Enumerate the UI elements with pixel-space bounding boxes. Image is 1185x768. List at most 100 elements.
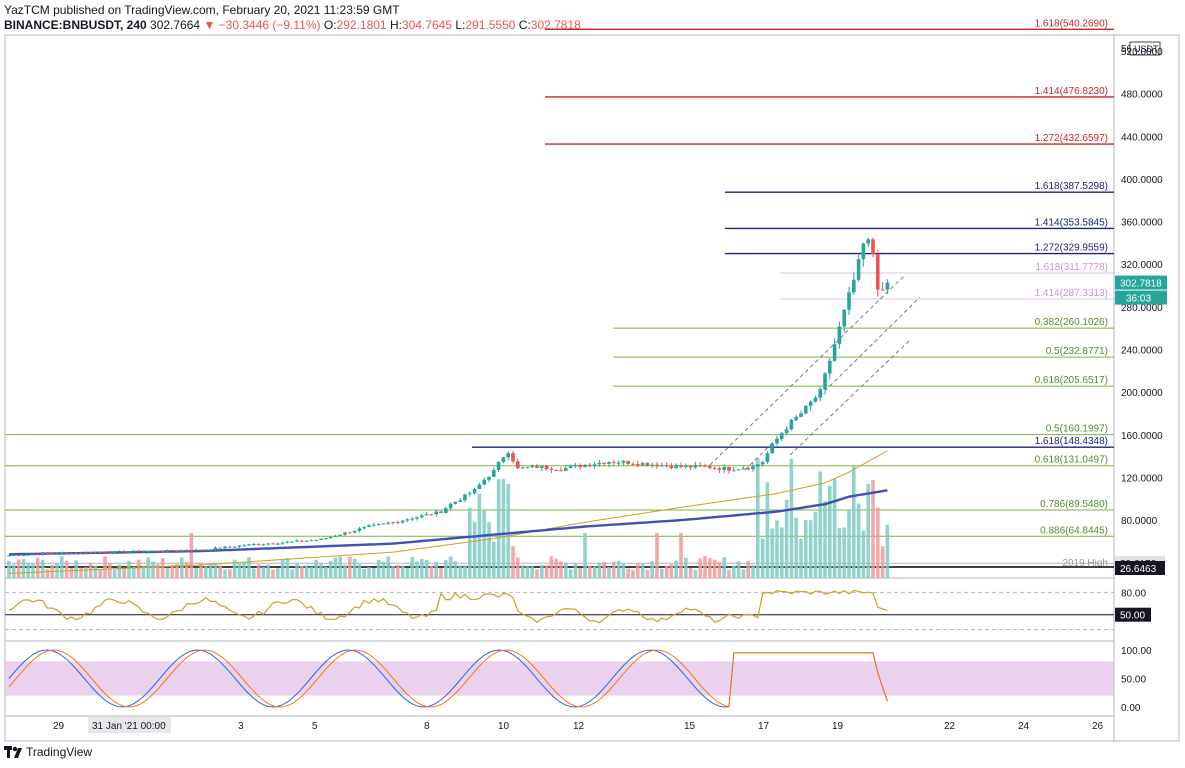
candle-body — [861, 243, 866, 260]
x-tick-label: 8 — [424, 721, 430, 732]
candle-body — [16, 555, 21, 557]
volume-bar — [112, 569, 117, 578]
candle-body — [770, 443, 774, 454]
candle-body — [871, 239, 875, 255]
candle-body — [698, 465, 702, 467]
volume-bar — [271, 569, 275, 578]
candle-body — [362, 526, 366, 529]
volume-bar — [741, 569, 746, 578]
candle-body — [621, 460, 626, 463]
volume-bar — [818, 471, 822, 578]
volume-bar — [232, 559, 237, 578]
volume-bar — [866, 483, 870, 578]
volume-bar — [852, 466, 856, 578]
volume-bar — [703, 556, 707, 578]
candle-body — [424, 514, 429, 516]
volume-bar — [832, 479, 837, 578]
volume-bar — [199, 563, 203, 578]
volume-bar — [549, 556, 554, 578]
fib-level-label: 0.618(205.6517) — [1035, 375, 1108, 386]
volume-bar — [247, 557, 251, 578]
volume-bar — [444, 560, 448, 578]
candle-body — [242, 545, 246, 547]
volume-bar — [511, 546, 515, 578]
symbol-name: BINANCE:BNBUSDT, 240 — [4, 18, 147, 32]
fib-level-label: 0.5(160.1997) — [1046, 424, 1108, 435]
volume-bar — [204, 566, 208, 578]
candle-body — [823, 373, 827, 390]
candle-body — [40, 553, 45, 555]
volume-bar — [55, 563, 59, 578]
volume-bar — [132, 566, 136, 578]
candle-body — [458, 500, 462, 502]
candle-body — [328, 536, 333, 539]
volume-bar — [7, 560, 11, 578]
volume-bar — [151, 561, 155, 578]
volume-bar — [252, 568, 256, 578]
candle-body — [180, 550, 184, 552]
x-tick-label: 19 — [832, 721, 844, 732]
volume-bar — [343, 564, 347, 578]
candle-body — [88, 552, 93, 554]
candle-body — [482, 479, 486, 485]
volume-bar — [813, 511, 818, 578]
candle-body — [876, 254, 880, 290]
candle-body — [727, 466, 731, 471]
candle-body — [760, 462, 765, 465]
fib-level-label: 1.272(329.9559) — [1035, 243, 1108, 254]
candle-body — [300, 540, 304, 542]
volume-bar — [180, 557, 184, 578]
candle-body — [247, 544, 251, 546]
x-tick-label: 15 — [684, 721, 696, 732]
fib-level-label: 1.414(287.3313) — [1035, 288, 1108, 299]
volume-bar — [679, 533, 683, 578]
candle-body — [477, 484, 482, 490]
rsi-50-value: 50.00 — [1120, 611, 1145, 622]
candle-body — [376, 523, 381, 525]
volume-bar — [482, 510, 486, 578]
volume-bar — [592, 566, 597, 578]
candle-body — [410, 518, 414, 520]
tradingview-logo-icon — [4, 746, 22, 758]
candle-body — [160, 551, 165, 553]
volume-bar — [391, 566, 395, 578]
volume-bar — [837, 527, 842, 578]
volume-bar — [64, 560, 69, 578]
candle-body — [588, 464, 592, 466]
volume-bar — [136, 559, 141, 578]
fib-level-label: 1.414(476.8230) — [1035, 86, 1108, 97]
volume-bar — [396, 565, 400, 578]
y-tick-label: 480.0000 — [1121, 90, 1163, 101]
volume-bar — [885, 524, 890, 578]
candle-body — [564, 467, 568, 471]
volume-bar — [40, 559, 45, 578]
candle-body — [45, 553, 50, 555]
fib-level-label: 1.618(311.7778) — [1035, 262, 1108, 273]
candle-body — [511, 453, 515, 462]
fib-level-label: 1.414(353.5845) — [1035, 217, 1108, 228]
volume-bar — [708, 558, 712, 578]
candle-body — [751, 466, 755, 470]
candle-body — [146, 551, 150, 553]
candle-body — [420, 515, 424, 518]
candle-body — [660, 465, 664, 467]
candle-body — [765, 453, 770, 463]
volume-bar — [568, 569, 573, 578]
candle-body — [228, 546, 232, 548]
currency-box — [1129, 41, 1161, 56]
volume-bar — [583, 533, 587, 578]
volume-bar — [285, 558, 290, 578]
volume-bar — [98, 569, 102, 578]
candle-body — [592, 464, 597, 466]
candle-body — [357, 528, 362, 531]
volume-bar — [165, 567, 170, 578]
candle-body — [324, 538, 328, 540]
y-tick-label: 200.0000 — [1121, 388, 1163, 399]
candle-body — [26, 554, 30, 556]
candle-body — [151, 550, 155, 552]
volume-bar — [228, 569, 232, 578]
candle-body — [405, 519, 410, 521]
volume-bar — [525, 566, 530, 578]
candle-body — [530, 465, 534, 468]
